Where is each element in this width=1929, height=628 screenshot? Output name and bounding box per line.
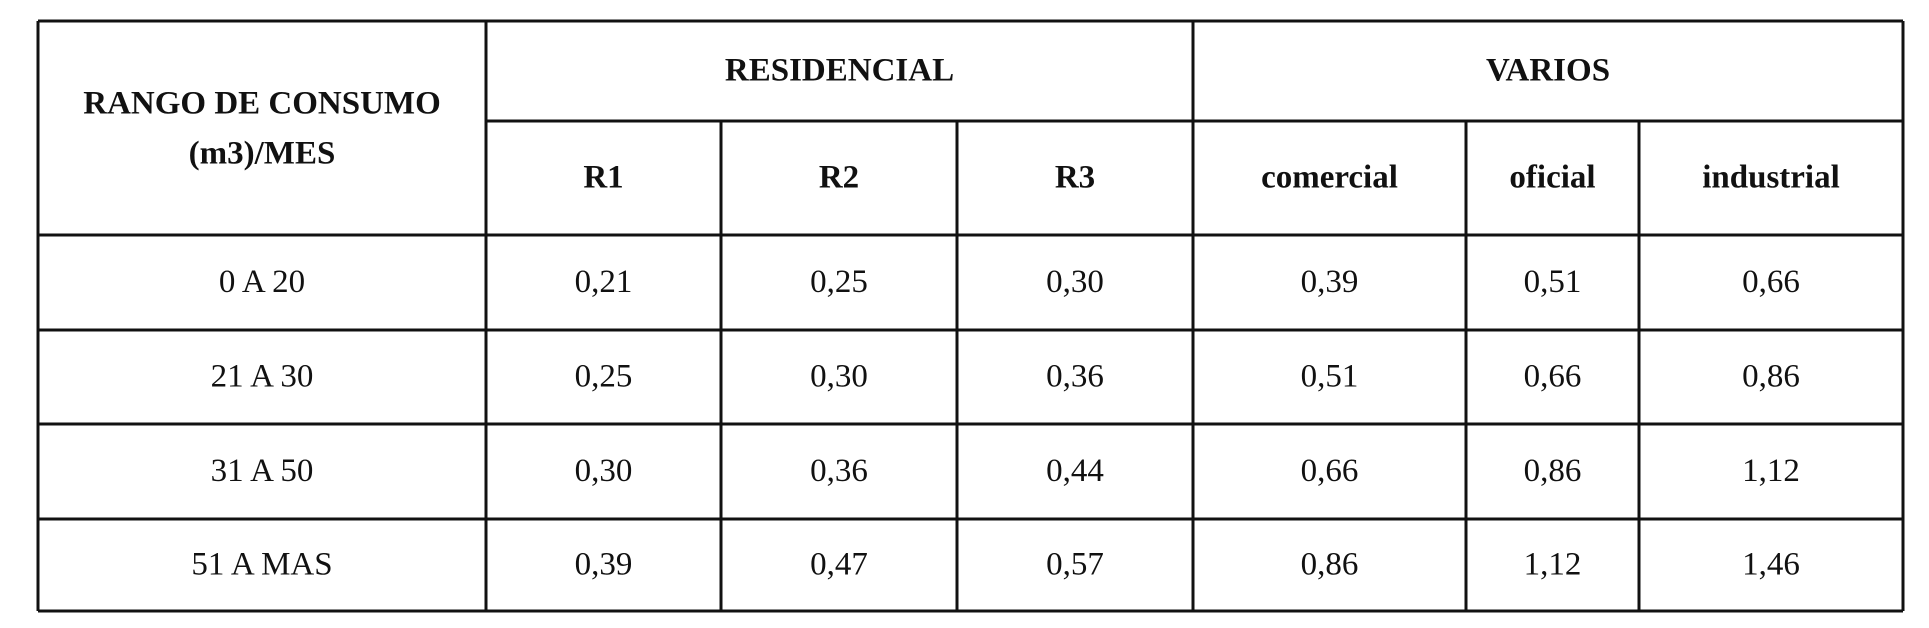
cell-value: 0,66	[1742, 264, 1800, 300]
group-header: VARIOS	[1486, 53, 1610, 89]
cell-value: 0,51	[1301, 359, 1359, 395]
column-header: R2	[819, 160, 859, 196]
cell-value: 0,39	[1301, 264, 1359, 300]
column-header: comercial	[1261, 160, 1398, 196]
cell-value: 0,66	[1301, 453, 1359, 489]
cell-value: 0,36	[810, 453, 868, 489]
header-title: (m3)/MES	[189, 136, 336, 172]
cell-value: 0,25	[810, 264, 868, 300]
cell-value: 0,86	[1742, 359, 1800, 395]
cell-value: 0,21	[575, 264, 633, 300]
cell-value: 0,25	[575, 359, 633, 395]
row-label: 0 A 20	[219, 264, 305, 300]
cell-value: 1,12	[1742, 453, 1800, 489]
cell-value: 0,57	[1046, 547, 1104, 583]
cell-value: 0,66	[1524, 359, 1582, 395]
header-title: RANGO DE CONSUMO	[83, 86, 441, 122]
group-header: RESIDENCIAL	[725, 53, 954, 89]
row-label: 21 A 30	[211, 359, 314, 395]
cell-value: 0,47	[810, 547, 868, 583]
row-label: 51 A MAS	[191, 547, 332, 583]
cell-value: 0,30	[575, 453, 633, 489]
cell-value: 0,36	[1046, 359, 1104, 395]
cell-value: 1,46	[1742, 547, 1800, 583]
column-header: oficial	[1509, 160, 1595, 196]
column-header: industrial	[1702, 160, 1840, 196]
row-label: 31 A 50	[211, 453, 314, 489]
cell-value: 0,86	[1301, 547, 1359, 583]
column-header: R3	[1055, 160, 1095, 196]
cell-value: 0,51	[1524, 264, 1582, 300]
cell-value: 1,12	[1524, 547, 1582, 583]
cell-value: 0,86	[1524, 453, 1582, 489]
cell-value: 0,39	[575, 547, 633, 583]
column-header: R1	[583, 160, 623, 196]
cell-value: 0,30	[810, 359, 868, 395]
cell-value: 0,30	[1046, 264, 1104, 300]
cell-value: 0,44	[1046, 453, 1104, 489]
